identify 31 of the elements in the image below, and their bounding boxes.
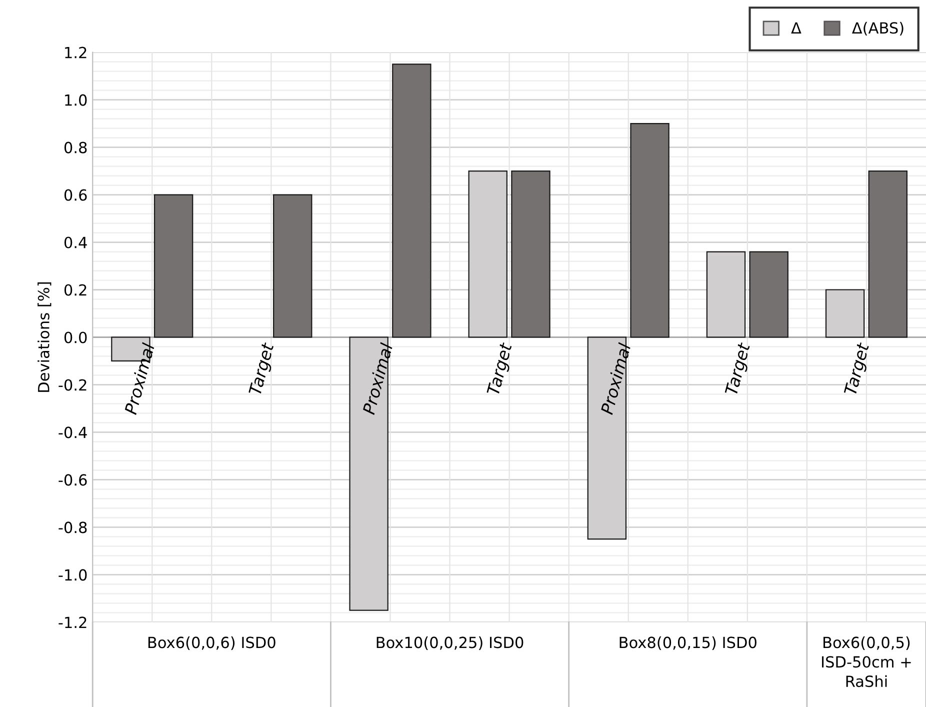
y-tick-label: -1.2 (58, 616, 86, 628)
legend-label: Δ (791, 22, 802, 34)
text: Box6(0,0,6) ISD0 (148, 636, 276, 650)
bar (511, 170, 550, 338)
y-tick-label: 1.2 (65, 46, 86, 58)
x-tick-label: Target (248, 342, 278, 397)
bar (273, 194, 312, 338)
y-tick-label: 1.0 (65, 94, 87, 106)
y-tick-label: -0.2 (58, 379, 86, 391)
x-tick-label: Target (724, 342, 754, 397)
y-tick-label: -1.0 (58, 569, 87, 581)
bar (154, 194, 194, 338)
text: Box10(0,0,25) ISD0 (376, 636, 524, 650)
y-axis-title: Deviations [%] (38, 282, 52, 392)
y-tick-label: -0.8 (58, 522, 87, 534)
y-tick-label: 0.0 (64, 332, 87, 344)
bar (749, 251, 788, 338)
x-tick-label: Target (486, 342, 516, 397)
bar (630, 122, 670, 338)
y-tick-label: 0.4 (64, 236, 87, 248)
bar (868, 170, 908, 338)
text: Box6(0,0,5) ISD-50cm + RaShi (822, 636, 911, 688)
legend-label: Δ(ABS) (852, 22, 904, 36)
y-tick-label: -0.4 (58, 426, 87, 438)
x-tick-label: Target (844, 342, 873, 397)
y-tick-label: 0.8 (64, 142, 87, 154)
bar (392, 64, 432, 338)
y-tick-label: 0.6 (64, 189, 87, 201)
text: Box8(0,0,15) ISD0 (620, 636, 756, 650)
y-tick-label: -0.6 (58, 474, 87, 486)
y-tick-label: 0.2 (64, 284, 86, 296)
